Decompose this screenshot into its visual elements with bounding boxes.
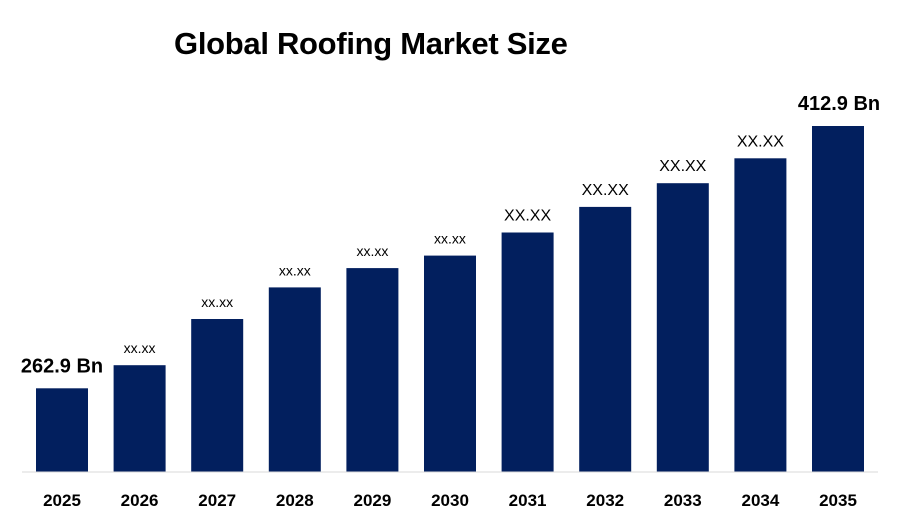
bar-2034 xyxy=(734,158,787,473)
bar-2032 xyxy=(579,206,632,472)
bar-2035 xyxy=(812,126,864,472)
value-label-2026: xx.xx xyxy=(124,340,156,356)
value-label-2034: XX.XX xyxy=(737,133,784,150)
value-label-2035: 412.9 Bn xyxy=(798,93,880,115)
value-label-2025: 262.9 Bn xyxy=(21,355,103,377)
x-tick-2031: 2031 xyxy=(509,491,547,510)
bar-2033 xyxy=(656,183,709,472)
value-label-2030: xx.xx xyxy=(434,231,466,247)
chart-title: Global Roofing Market Size xyxy=(174,26,568,61)
x-tick-2029: 2029 xyxy=(353,491,391,510)
x-tick-2026: 2026 xyxy=(121,491,159,510)
x-tick-2032: 2032 xyxy=(586,491,624,510)
value-label-2033: XX.XX xyxy=(659,158,706,175)
bar-2025 xyxy=(36,388,88,472)
value-label-2032: XX.XX xyxy=(582,182,629,199)
x-tick-2028: 2028 xyxy=(276,491,314,510)
bar-2027 xyxy=(191,319,244,472)
x-tick-2027: 2027 xyxy=(198,491,236,510)
value-label-2028: xx.xx xyxy=(279,262,311,278)
value-label-2029: xx.xx xyxy=(356,243,388,259)
bar-2028 xyxy=(268,287,321,472)
x-tick-2033: 2033 xyxy=(664,491,702,510)
bar-2029 xyxy=(346,268,399,472)
x-tick-2035: 2035 xyxy=(819,491,857,510)
bar-2026 xyxy=(113,365,166,472)
bar-2030 xyxy=(424,255,476,472)
x-tick-labels-group: 2025 2026 2027 2028 2029 2030 2031 2032 2033 2034… xyxy=(43,491,857,510)
x-tick-2030: 2030 xyxy=(431,491,469,510)
x-tick-2034: 2034 xyxy=(741,491,779,510)
x-tick-2025: 2025 xyxy=(43,491,81,510)
value-labels-group: 262.9 Bn xx.xx xx.xx xx.xx xx.xx xx.xx XX.XX XX… xyxy=(21,93,880,377)
value-label-2031: XX.XX xyxy=(504,208,551,225)
value-label-2027: xx.xx xyxy=(201,294,233,310)
bars-group xyxy=(36,126,864,473)
bar-2031 xyxy=(501,232,554,472)
